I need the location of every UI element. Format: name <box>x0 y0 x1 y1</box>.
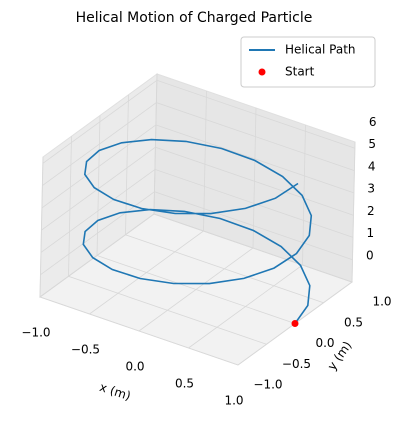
y-tick-label: −0.5 <box>282 357 311 371</box>
y-tick-label: −1.0 <box>253 378 282 392</box>
legend-swatch <box>258 68 266 76</box>
helix-line <box>82 138 313 324</box>
grid-line <box>41 124 355 209</box>
x-tick-label: 0.0 <box>125 360 144 374</box>
z-tick-label: 0 <box>366 249 374 263</box>
y-tick-label: 0.0 <box>315 336 334 350</box>
chart-title: Helical Motion of Charged Particle <box>76 10 313 26</box>
x-axis-label: x (m) <box>98 380 133 403</box>
legend-label: Helical Path <box>285 43 356 57</box>
z-tick-label: 4 <box>368 159 376 173</box>
panes <box>38 73 356 366</box>
z-tick-label: 3 <box>367 182 375 196</box>
x-tick-label: 1.0 <box>224 394 243 408</box>
x-tick-label: 0.5 <box>175 377 194 391</box>
legend-label: Start <box>285 65 315 79</box>
grid-line <box>42 102 355 186</box>
z-tick-label: 2 <box>367 204 375 218</box>
z-tick-label: 5 <box>368 137 376 151</box>
grid-line <box>40 168 354 253</box>
grid-line <box>39 213 353 298</box>
x-tick-label: −0.5 <box>71 343 100 357</box>
plot <box>82 138 313 327</box>
legend: Helical Path Start <box>240 36 376 88</box>
grid-line <box>41 146 354 231</box>
z-tick-label: 1 <box>366 226 374 240</box>
z-tick-label: 6 <box>369 115 377 129</box>
grid-line <box>42 79 356 164</box>
x-tick-label: −1.0 <box>21 326 50 340</box>
start-point <box>291 320 299 327</box>
y-tick-label: 0.5 <box>344 315 363 329</box>
grid-line <box>40 191 353 276</box>
y-tick-label: 1.0 <box>372 295 391 309</box>
